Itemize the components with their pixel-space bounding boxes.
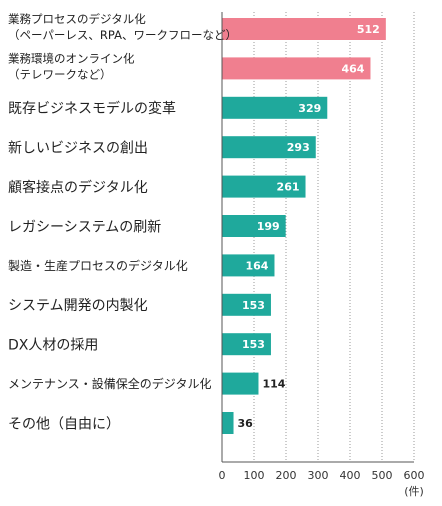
value-label-9: 153 [242,338,265,351]
x-tick-label-100: 100 [244,469,265,482]
category-label-4: 新しいビジネスの創出 [8,141,148,157]
x-tick-label-200: 200 [276,469,297,482]
bar-1 [222,18,386,40]
x-axis: 0 100 200 300 400 500 600 (件) [219,12,425,498]
category-label-9: DX人材の採用 [8,338,98,354]
x-tick-label-500: 500 [372,469,393,482]
x-tick-label-400: 400 [340,469,361,482]
value-label-11: 36 [238,417,254,430]
bar-10 [222,372,259,395]
bar-3 [222,96,328,119]
category-label-2-line-2: （テレワークなど） [8,67,112,81]
bar-2 [222,57,371,80]
category-label-7: 製造・生産プロセスのデジタル化 [8,258,188,273]
x-unit-label: (件) [404,485,424,498]
category-label-5: 顧客接点のデジタル化 [8,179,148,196]
value-label-1: 512 [357,23,380,36]
value-label-7: 164 [246,259,269,272]
category-label-2-line-1: 業務環境のオンライン化 [8,51,135,65]
bars [222,18,386,434]
value-label-3: 329 [298,102,321,115]
bar-4 [222,136,316,159]
value-label-10: 114 [262,378,285,391]
bar-6 [222,215,286,237]
x-tick-label-600: 600 [404,469,425,482]
category-label-6: レガシーシステムの刷新 [8,219,161,235]
category-label-1-line-2: （ペーパーレス、RPA、ワークフローなど） [8,28,237,42]
category-label-3: 既存ビジネスモデルの変革 [8,100,176,117]
bar-5 [222,175,306,198]
value-label-8: 153 [242,299,265,312]
category-label-11: その他（自由に） [8,416,120,432]
bar-11 [222,412,234,434]
category-label-8: システム開発の内製化 [8,298,148,314]
bar-8 [222,293,271,316]
value-label-2: 464 [342,62,365,75]
category-labels: 512 業務プロセスのデジタル化 （ペーパーレス、RPA、ワークフローなど） 464 業… [8,12,380,432]
category-label-1-line-1: 業務プロセスのデジタル化 [8,12,146,26]
x-tick-label-0: 0 [219,469,226,482]
value-label-5: 261 [277,181,300,194]
value-label-4: 293 [287,141,310,154]
bar-7 [222,254,275,277]
category-label-10: メンテナンス・設備保全のデジタル化 [8,376,212,391]
bar-9 [222,333,271,356]
value-label-6: 199 [257,220,280,233]
x-tick-label-300: 300 [308,469,329,482]
